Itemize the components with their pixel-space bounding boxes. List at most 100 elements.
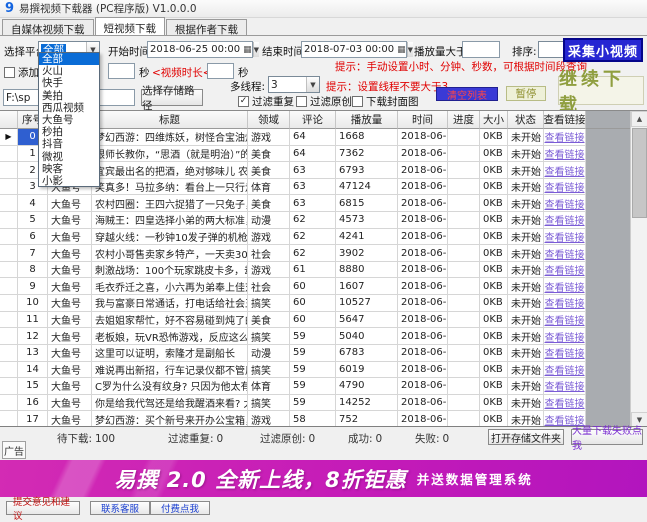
scrollbar-thumb[interactable] [632,128,647,218]
view-link[interactable]: 查看链接 [544,282,585,294]
platform-dropdown-list[interactable]: 全部 火山 快手 美拍 西瓜视频 大鱼号 秒拍 抖音 微视 映客 小影 [38,52,100,187]
tab-self-media-download[interactable]: 自媒体视频下载 [2,19,94,36]
table-row[interactable]: 4大鱼号农村四圈：王四六捉猎了一只兔子，全家...美食6368152018-06… [0,195,647,213]
platform-option[interactable]: 微视 [42,150,63,163]
contact-support-button[interactable]: 联系客服 [90,501,150,515]
cell-view-link[interactable]: 查看链接 [544,129,586,146]
platform-option[interactable]: 西瓜视频 [42,101,84,114]
checkbox-icon[interactable] [296,96,307,107]
download-fail-help-button[interactable]: 大量下载失败点我 [571,426,643,452]
tab-short-video-download[interactable]: 短视频下载 [94,17,165,35]
continue-download-button[interactable]: 继续下载 [558,69,644,116]
cell-view-link[interactable]: 查看链接 [544,145,586,163]
ad-tab[interactable]: 广告 [2,441,26,459]
pause-button[interactable]: 暂停 [506,86,546,101]
view-link[interactable]: 查看链接 [544,266,585,278]
platform-option[interactable]: 映客 [42,162,63,175]
platform-option[interactable]: 火山 [42,65,63,78]
view-link[interactable]: 查看链接 [544,415,585,427]
view-link[interactable]: 查看链接 [544,382,585,394]
header-title[interactable]: 标题 [92,111,248,129]
view-link[interactable]: 查看链接 [544,399,585,411]
platform-option[interactable]: 快手 [42,77,63,90]
open-folder-button[interactable]: 打开存储文件夹 [488,429,564,445]
checkbox-checked-icon[interactable]: ✓ [238,96,249,107]
cell-view-link[interactable]: 查看链接 [544,261,586,279]
table-row[interactable]: 8大鱼号刺激战场：100个玩家跳皮卡多，却没人去...游戏6188802018-… [0,261,647,279]
view-link[interactable]: 查看链接 [544,299,585,311]
view-link[interactable]: 查看链接 [544,332,585,344]
cell-view-link[interactable]: 查看链接 [544,295,586,312]
chevron-down-icon[interactable]: ▼ [306,77,319,92]
header-size[interactable]: 大小 [480,111,508,129]
scroll-down-icon[interactable]: ▼ [631,412,647,426]
cell-view-link[interactable]: 查看链接 [544,228,586,246]
view-link[interactable]: 查看链接 [544,166,585,178]
cell-view-link[interactable]: 查看链接 [544,411,586,427]
table-row[interactable]: 11大鱼号去姐姐家帮忙，好不容易碰到炖了的火龙...美食6056472018-0… [0,311,647,329]
chevron-down-icon[interactable]: ▼ [406,42,414,57]
cell-view-link[interactable]: 查看链接 [544,278,586,296]
table-row[interactable]: 17大鱼号梦幻西游：买个新号来开办公宝箱，运气...游戏587522018-06… [0,411,647,427]
header-progress[interactable]: 进度 [448,111,480,129]
table-row[interactable]: 14大鱼号难说再出新招，行车记录仪都不管用，让...搞笑5960192018-0… [0,361,647,379]
collect-videos-button[interactable]: 采集小视频 [563,38,643,62]
view-link[interactable]: 查看链接 [544,199,585,211]
table-row[interactable]: 5大鱼号海贼王：四皇选择小弟的两大标准，德怀红...动漫6245732018-0… [0,212,647,229]
scroll-up-icon[interactable]: ▲ [631,111,647,127]
view-link[interactable]: 查看链接 [544,216,585,228]
cell-view-link[interactable]: 查看链接 [544,195,586,213]
view-link[interactable]: 查看链接 [544,316,585,327]
ad-banner[interactable]: 易撰 2.0 全新上线，8折钜惠 并送数据管理系统 [0,460,647,497]
min-plays-input[interactable] [462,41,500,58]
view-link[interactable]: 查看链接 [544,349,585,361]
view-link[interactable]: 查看链接 [544,183,585,195]
view-link[interactable]: 查看链接 [544,365,585,377]
start-time-picker[interactable]: 2018-06-25 00:00 ▦ ▼ [147,41,260,58]
table-row[interactable]: 3大鱼号笑真多！马拉多纳：看台上一只行走的表情包体育63471242018-06… [0,178,647,196]
duration-min-input[interactable] [108,63,135,79]
table-row[interactable]: 12大鱼号老板娘，玩VR恐怖游戏，反应这么大的第...搞笑5950402018-… [0,328,647,345]
header-time[interactable]: 时间 [398,111,448,129]
view-link[interactable]: 查看链接 [544,232,585,244]
platform-option[interactable]: 大鱼号 [42,113,74,126]
cell-view-link[interactable]: 查看链接 [544,378,586,395]
cell-view-link[interactable]: 查看链接 [544,361,586,379]
filter-original-checkbox[interactable]: 过滤原创 [296,94,352,109]
clear-list-button[interactable]: 清空列表 [436,87,498,102]
header-plays[interactable]: 播放量 [336,111,398,129]
table-row[interactable]: 9大鱼号毛衣乔迁之喜，小六再为弟奉上佳对联祝...社会6016072018-06… [0,278,647,296]
header-status[interactable]: 状态 [508,111,544,129]
duration-max-input[interactable] [207,63,234,79]
view-link[interactable]: 查看链接 [544,149,585,161]
cell-view-link[interactable]: 查看链接 [544,344,586,362]
platform-option[interactable]: 抖音 [42,138,63,151]
cell-view-link[interactable]: 查看链接 [544,394,586,412]
header-view-link[interactable]: 查看链接 [544,111,586,129]
checkbox-icon[interactable] [352,96,363,107]
checkbox-icon[interactable] [4,67,15,78]
download-cover-checkbox[interactable]: 下载封面图 [352,94,419,109]
table-row[interactable]: 10大鱼号我与富豪日常通话，打电话给社会王买枪...搞笑60105272018-… [0,295,647,312]
view-link[interactable]: 查看链接 [544,133,585,145]
cell-view-link[interactable]: 查看链接 [544,311,586,329]
table-row[interactable]: 7大鱼号农村小哥售卖家乡特产，一天卖300斤，吃...社会6239022018-… [0,245,647,262]
header-field[interactable]: 领域 [248,111,290,129]
feedback-button[interactable]: 提交意见和建议 [6,497,80,522]
tab-by-author-download[interactable]: 根据作者下载 [166,19,247,36]
table-row[interactable]: 6大鱼号穿越火线：一秒钟10发子弹的机枪，石建...游戏6242412018-0… [0,228,647,246]
platform-option[interactable]: 全部 [39,53,99,66]
platform-option[interactable]: 美拍 [42,89,63,102]
platform-option[interactable]: 秒拍 [42,126,63,139]
cell-view-link[interactable]: 查看链接 [544,245,586,262]
cell-view-link[interactable]: 查看链接 [544,162,586,179]
filter-duplicate-checkbox[interactable]: ✓ 过滤重复 [238,94,294,109]
header-comments[interactable]: 评论 [290,111,336,129]
pay-button[interactable]: 付费点我 [150,501,210,515]
table-row[interactable]: 1大鱼号跟师长教你，“思酒（就是明治）”的制作...美食6473622018-0… [0,145,647,163]
choose-path-button[interactable]: 选择存储路径 [141,85,203,112]
threads-combobox[interactable]: 3 ▼ [268,76,320,93]
cell-view-link[interactable]: 查看链接 [544,178,586,196]
platform-option[interactable]: 小影 [42,174,63,187]
